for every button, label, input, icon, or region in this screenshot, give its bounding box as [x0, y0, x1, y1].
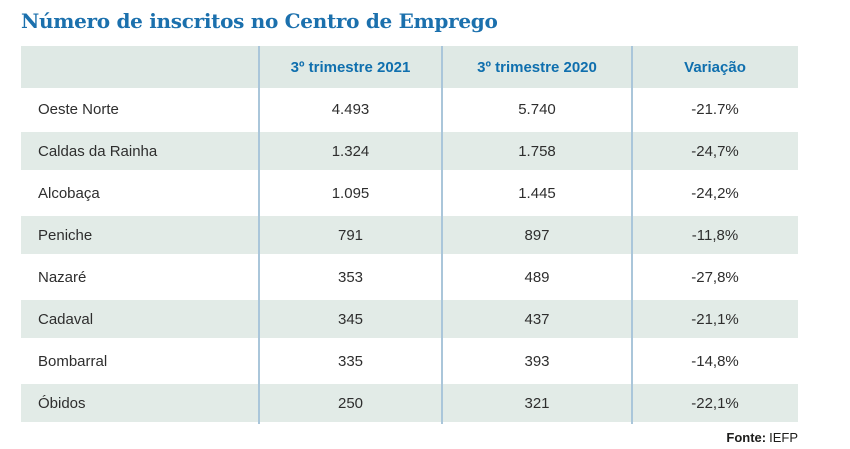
- source-attribution: Fonte: IEFP: [21, 430, 798, 445]
- header-trimestre-2021: 3º trimestre 2021: [290, 58, 411, 76]
- value-2020: 897: [524, 226, 550, 244]
- variation-value: -11,8%: [691, 226, 739, 244]
- municipality-name: Peniche: [38, 226, 93, 244]
- value-2020: 321: [524, 394, 550, 412]
- data-table: 3º trimestre 2021 3º trimestre 2020 Vari…: [21, 46, 798, 424]
- value-2020: 5.740: [518, 100, 556, 118]
- table-header-row: 3º trimestre 2021 3º trimestre 2020 Vari…: [21, 46, 798, 88]
- value-2021: 353: [337, 268, 364, 286]
- variation-value: -24,7%: [691, 142, 739, 160]
- municipality-name: Alcobaça: [38, 184, 100, 202]
- municipality-name: Cadaval: [38, 310, 94, 328]
- variation-value: -21,1%: [691, 310, 739, 328]
- municipality-name: Bombarral: [38, 352, 108, 370]
- value-2021: 1.095: [331, 184, 370, 202]
- page-title: Número de inscritos no Centro de Emprego: [21, 9, 498, 33]
- variation-value: -14,8%: [691, 352, 739, 370]
- value-2021: 345: [337, 310, 364, 328]
- table-row: Alcobaça 1.095 1.445 -24,2%: [21, 172, 798, 214]
- municipality-name: Caldas da Rainha: [38, 142, 158, 160]
- municipality-name: Nazaré: [38, 268, 87, 286]
- table-row: Oeste Norte 4.493 5.740 -21.7%: [21, 88, 798, 130]
- source-value: IEFP: [769, 430, 798, 445]
- table-row: Nazaré 353 489 -27,8%: [21, 256, 798, 298]
- value-2020: 489: [524, 268, 550, 286]
- source-label: Fonte:: [726, 430, 767, 445]
- table-row: Bombarral 335 393 -14,8%: [21, 340, 798, 382]
- value-2020: 1.445: [518, 184, 556, 202]
- table-row: Peniche 791 897 -11,8%: [21, 214, 798, 256]
- variation-value: -21.7%: [691, 100, 739, 118]
- variation-value: -24,2%: [691, 184, 739, 202]
- municipality-name: Óbidos: [38, 394, 86, 412]
- value-2020: 1.758: [518, 142, 556, 160]
- value-2021: 250: [337, 394, 364, 412]
- value-2021: 335: [337, 352, 364, 370]
- value-2020: 437: [524, 310, 550, 328]
- value-2021: 1.324: [331, 142, 370, 160]
- table-row: Caldas da Rainha 1.324 1.758 -24,7%: [21, 130, 798, 172]
- table-row: Óbidos 250 321 -22,1%: [21, 382, 798, 424]
- header-variacao: Variação: [684, 58, 746, 76]
- infographic: Número de inscritos no Centro de Emprego…: [21, 0, 799, 445]
- municipality-name: Oeste Norte: [38, 100, 119, 118]
- value-2021: 791: [337, 226, 364, 244]
- value-2020: 393: [524, 352, 550, 370]
- header-trimestre-2020: 3º trimestre 2020: [477, 58, 597, 76]
- variation-value: -27,8%: [691, 268, 739, 286]
- value-2021: 4.493: [331, 100, 370, 118]
- variation-value: -22,1%: [691, 394, 739, 412]
- table-row: Cadaval 345 437 -21,1%: [21, 298, 798, 340]
